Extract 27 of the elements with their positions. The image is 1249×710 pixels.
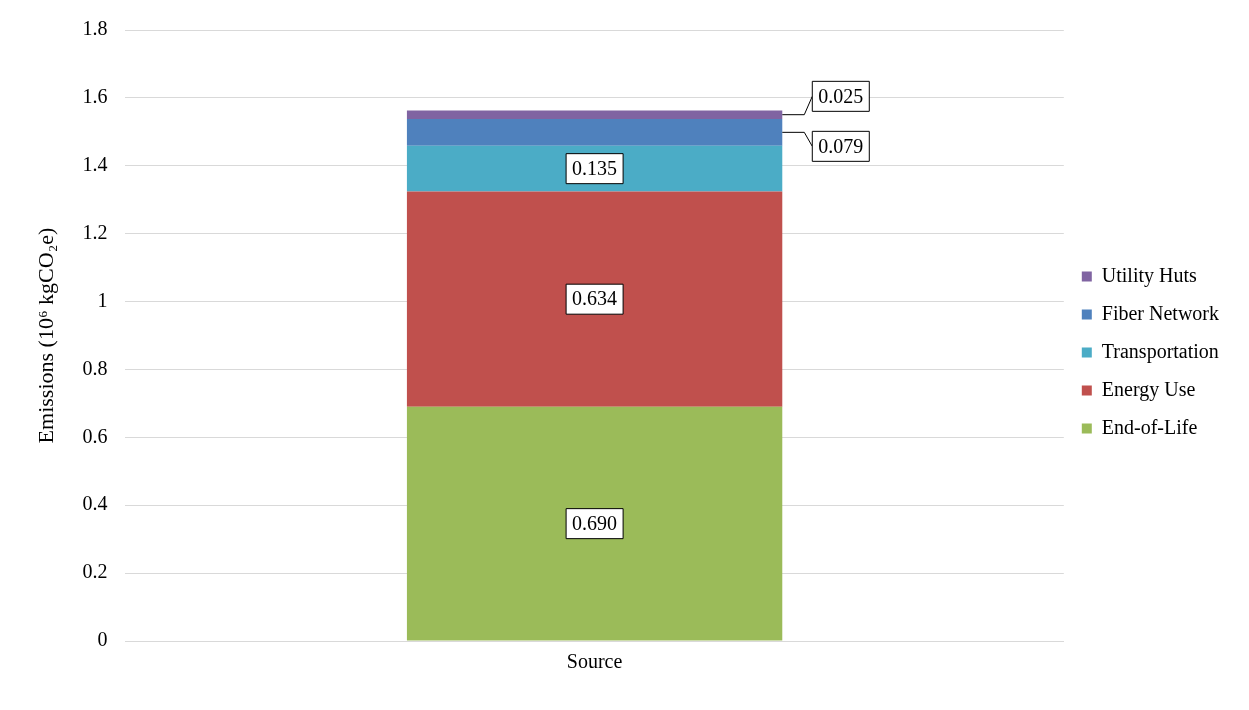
- y-tick-label: 0.6: [82, 424, 108, 447]
- data-label: 0.079: [818, 134, 864, 157]
- bar: [406, 406, 783, 641]
- y-tick-label: 0.8: [82, 356, 108, 379]
- data-label: 0.135: [572, 156, 618, 179]
- y-tick-label: 1.8: [82, 17, 108, 40]
- y-tick-label: 1.6: [82, 85, 108, 108]
- legend-label: End-of-Life: [1101, 415, 1198, 438]
- x-tick-label: Source: [566, 650, 623, 673]
- y-tick-label: 0.4: [82, 492, 108, 515]
- bar: [406, 145, 783, 192]
- legend-label: Energy Use: [1101, 377, 1196, 401]
- bar: [406, 110, 783, 119]
- y-tick-label: 1.2: [82, 220, 108, 243]
- legend-label: Fiber Network: [1101, 301, 1220, 324]
- y-tick-label: 0: [97, 628, 108, 651]
- y-tick-label: 1.4: [82, 153, 108, 176]
- data-label: 0.634: [572, 287, 618, 310]
- legend-label: Transportation: [1101, 339, 1219, 363]
- legend-label: Utility Huts: [1101, 263, 1198, 287]
- y-tick-label: 0.2: [82, 560, 108, 583]
- bar: [406, 118, 783, 146]
- data-label: 0.690: [572, 511, 618, 534]
- data-label: 0.025: [818, 84, 864, 107]
- y-axis-title: Emissions (10⁶ kgCO₂e): [32, 227, 58, 444]
- bar: [406, 191, 783, 407]
- y-tick-label: 1: [97, 288, 108, 311]
